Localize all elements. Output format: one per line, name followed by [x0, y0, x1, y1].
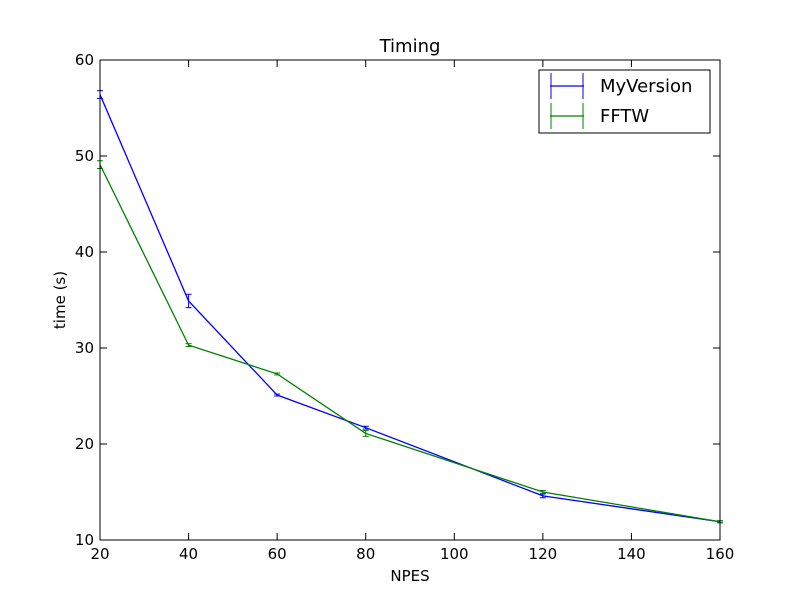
- series-layer: [97, 90, 723, 524]
- x-tick-label-7: 160: [706, 545, 735, 563]
- x-tick-label-3: 80: [356, 545, 375, 563]
- x-axis-label: NPES: [390, 567, 429, 585]
- x-tick-label-1: 40: [179, 545, 198, 563]
- plot-frame: [99, 59, 721, 541]
- y-tick-label-0: 10: [75, 531, 94, 549]
- legend-entry-fftw: FFTW: [550, 103, 649, 129]
- data-point-fftw-1: [185, 343, 192, 348]
- data-point-fftw-3: [362, 430, 369, 437]
- x-tick-label-2: 60: [268, 545, 287, 563]
- data-point-fftw-2: [274, 372, 281, 376]
- y-axis-label: time (s): [51, 271, 69, 329]
- legend: MyVersion FFTW: [538, 69, 711, 134]
- data-point-fftw-4: [539, 490, 546, 494]
- legend-box: [538, 69, 711, 134]
- chart-title: Timing: [379, 36, 441, 57]
- x-tick-label-0: 20: [90, 545, 109, 563]
- legend-entry-myversion: MyVersion: [550, 73, 692, 99]
- x-tick-label-6: 140: [617, 545, 646, 563]
- data-point-myversion-1: [185, 293, 192, 309]
- data-point-myversion-3: [362, 425, 369, 430]
- series-line-fftw: [99, 164, 721, 523]
- y-tick-label-3: 40: [75, 243, 94, 261]
- y-tick-label-5: 60: [75, 51, 94, 69]
- y-tick-label-1: 20: [75, 435, 94, 453]
- data-point-myversion-2: [274, 393, 281, 397]
- y-tick-label-4: 50: [75, 147, 94, 165]
- plot-area: [100, 60, 720, 540]
- legend-label-myversion: MyVersion: [600, 76, 692, 97]
- legend-label-fftw: FFTW: [600, 106, 649, 127]
- y-tick-label-2: 30: [75, 339, 94, 357]
- x-tick-label-4: 100: [440, 545, 469, 563]
- x-tick-label-5: 120: [529, 545, 558, 563]
- series-line-myversion: [99, 94, 721, 523]
